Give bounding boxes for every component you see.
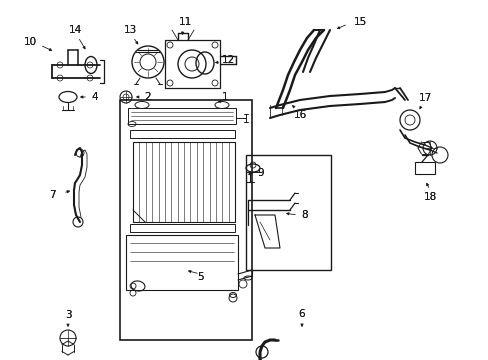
Bar [130,130,235,138]
Text: 9: 9 [257,168,264,178]
Text: 11: 11 [178,17,191,27]
Text: 9: 9 [257,168,264,178]
Text: 18: 18 [423,192,436,202]
Text: 18: 18 [423,192,436,202]
Text: 17: 17 [418,93,431,103]
Text: 5: 5 [196,272,203,282]
Text: 17: 17 [418,93,431,103]
Text: 15: 15 [353,17,366,27]
Bar [164,40,220,88]
Text: 5: 5 [196,272,203,282]
Text: 8: 8 [301,210,307,220]
Text: 16: 16 [293,110,306,120]
Bar [126,235,238,290]
Bar [133,142,235,222]
Text: 15: 15 [353,17,366,27]
Bar [128,108,236,124]
Text: 12: 12 [221,55,234,65]
Text: 4: 4 [92,92,98,102]
Text: 3: 3 [64,310,71,320]
Bar [414,162,434,174]
Bar [120,100,251,340]
Text: 1: 1 [221,92,228,102]
Text: 6: 6 [298,309,305,319]
Text: 13: 13 [123,25,136,35]
Text: 1: 1 [221,92,228,102]
Text: 3: 3 [64,310,71,320]
Text: 11: 11 [178,17,191,27]
Bar [245,155,330,270]
Text: 14: 14 [68,25,81,35]
Text: 14: 14 [68,25,81,35]
Text: 4: 4 [92,92,98,102]
Text: 12: 12 [221,55,234,65]
Text: 6: 6 [298,309,305,319]
Text: 7: 7 [49,190,55,200]
Text: 10: 10 [23,37,37,47]
Text: 16: 16 [293,110,306,120]
Text: 8: 8 [301,210,307,220]
Text: 10: 10 [23,37,37,47]
Text: 7: 7 [49,190,55,200]
Bar [130,224,235,232]
Text: 2: 2 [144,92,151,102]
Text: 2: 2 [144,92,151,102]
Text: 13: 13 [123,25,136,35]
